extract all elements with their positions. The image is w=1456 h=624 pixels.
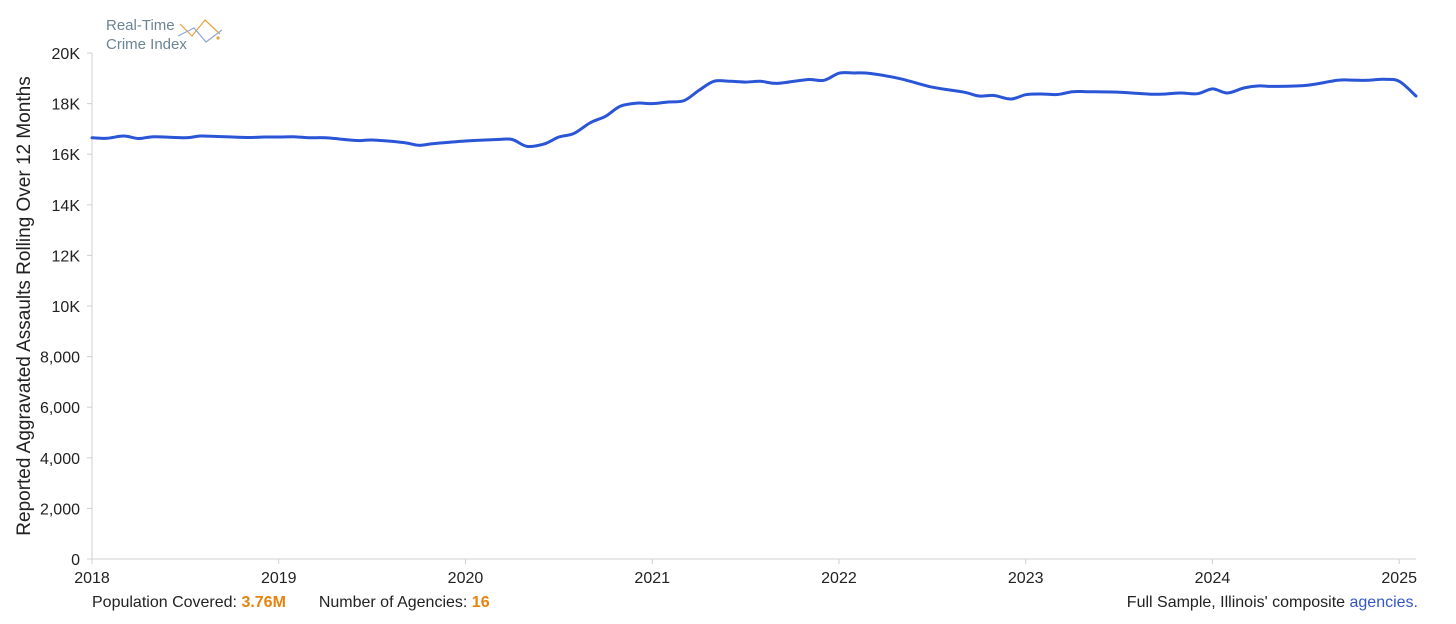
- agencies-count-label: Number of Agencies:: [318, 594, 468, 611]
- y-axis-title: Reported Aggravated Assaults Rolling Ove…: [14, 76, 35, 535]
- x-tick-label: 2025: [1381, 570, 1417, 587]
- x-tick-label: 2018: [74, 570, 110, 587]
- y-tick-label: 20K: [52, 46, 81, 63]
- logo: Real-Time Crime Index: [106, 17, 223, 53]
- x-tick-label: 2021: [634, 570, 670, 587]
- x-tick-label: 2019: [261, 570, 297, 587]
- x-tick-label: 2023: [1008, 570, 1044, 587]
- x-axis: 2018 2019 2020 2021 2022 2023 2024 2025: [74, 558, 1417, 587]
- series-line: [90, 71, 1418, 149]
- y-tick-label: 16K: [52, 147, 81, 164]
- x-tick-label: 2020: [448, 570, 484, 587]
- y-tick-label: 4,000: [40, 451, 80, 468]
- logo-mark-icon: [177, 19, 223, 43]
- logo-line-1: Real-Time: [106, 17, 175, 34]
- x-tick-label: 2024: [1195, 570, 1231, 587]
- footer-sample-note: Full Sample, Illinois' composite agencie…: [1127, 594, 1418, 612]
- agencies-link[interactable]: agencies.: [1349, 594, 1419, 611]
- x-tick-label: 2022: [821, 570, 857, 587]
- footer-stats: Population Covered: 3.76M Number of Agen…: [92, 594, 490, 612]
- population-value: 3.76M: [241, 594, 286, 611]
- y-tick-label: 12K: [52, 248, 81, 265]
- plot-area: [90, 71, 1418, 149]
- y-tick-label: 2,000: [40, 501, 80, 518]
- y-tick-label: 8,000: [40, 350, 80, 367]
- agencies-count-value: 16: [471, 594, 490, 611]
- y-axis: 0 2,000 4,000 6,000 8,000 10K 12K 14K 16K 18K 20K: [40, 46, 93, 569]
- y-tick-label: 6,000: [40, 400, 80, 417]
- y-tick-label: 14K: [52, 198, 81, 215]
- y-tick-label: 18K: [52, 97, 81, 114]
- logo-line-2: Crime Index: [106, 36, 187, 53]
- sample-description: Full Sample, Illinois' composite: [1126, 594, 1346, 611]
- y-tick-label: 10K: [52, 299, 81, 316]
- y-tick-label: 0: [71, 552, 80, 569]
- population-label: Population Covered:: [92, 594, 237, 611]
